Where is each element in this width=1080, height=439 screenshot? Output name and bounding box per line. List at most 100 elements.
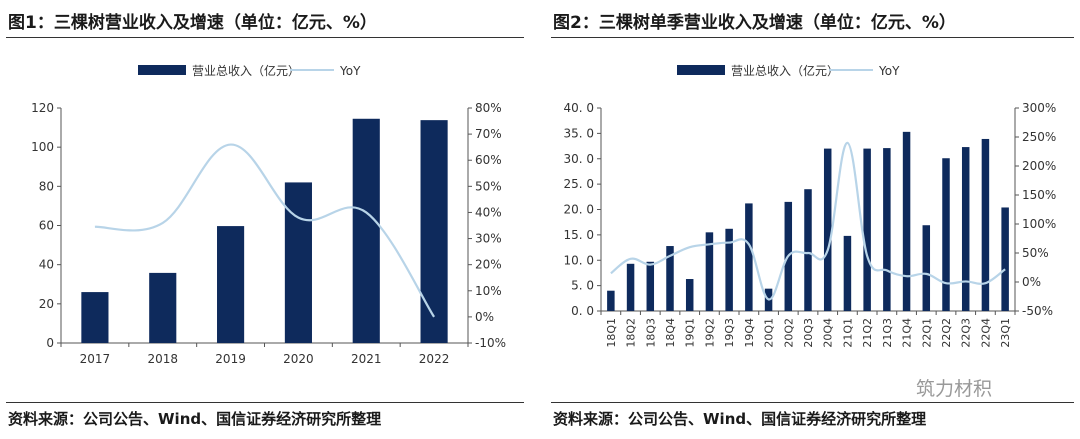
left-tick-label: 0 <box>46 336 54 350</box>
bar-21Q4 <box>902 131 911 311</box>
x-tick-label: 2017 <box>80 352 111 366</box>
source-divider <box>6 402 524 403</box>
right-tick-label: 30% <box>475 232 502 246</box>
left-tick-label: 120 <box>31 101 54 115</box>
right-tick-label: 50% <box>1022 246 1049 260</box>
x-tick-label: 20Q2 <box>782 318 795 348</box>
left-tick-label: 30. 0 <box>563 152 594 166</box>
bar-21Q2 <box>863 148 871 311</box>
right-tick-label: 200% <box>1022 159 1056 173</box>
bar-20Q3 <box>804 189 812 311</box>
x-tick-label: 21Q1 <box>841 318 854 348</box>
bar-18Q2 <box>626 263 635 311</box>
right-tick-label: 70% <box>475 127 502 141</box>
bar-19Q2 <box>705 232 714 311</box>
chart-annual-revenue: 营业总收入（亿元） YoY 0 20 40 60 80 100 120 -10% 0% 10% 20% 3… <box>31 63 506 366</box>
left-tick-label: 15. 0 <box>563 228 594 242</box>
right-tick-label: 60% <box>475 153 502 167</box>
left-tick-label: 0. 0 <box>571 304 594 318</box>
chart-panel-revenue-quarterly: 图2：三棵树单季营业收入及增速（单位：亿元、%） 营业总收入（亿元） YoY 0. … <box>545 0 1080 439</box>
x-tick-label: 19Q4 <box>743 318 756 348</box>
bar-18Q1 <box>607 290 615 311</box>
legend-label-yoy: YoY <box>339 64 361 78</box>
chart-title: 图2：三棵树单季营业收入及增速（单位：亿元、%） <box>553 13 956 33</box>
x-tick-label: 23Q1 <box>999 318 1012 348</box>
right-tick-label: 0% <box>475 310 494 324</box>
bar-19Q4 <box>745 203 753 311</box>
x-tick-label: 2022 <box>419 352 450 366</box>
x-tick-label: 21Q3 <box>881 318 894 348</box>
x-tick-label: 2019 <box>215 352 246 366</box>
right-tick-label: 10% <box>475 284 502 298</box>
bar-2019 <box>217 226 245 343</box>
yoy-line <box>94 143 436 318</box>
left-tick-label: 80 <box>39 179 54 193</box>
left-tick-label: 25. 0 <box>563 177 594 191</box>
chart-quarterly-revenue: 营业总收入（亿元） YoY 0. 0 5. 0 10. 0 15. 0 20. 0 25. 0… <box>563 63 1056 348</box>
legend-label-revenue: 营业总收入（亿元） <box>192 63 300 78</box>
left-tick-label: 10. 0 <box>563 253 594 267</box>
bar-22Q3 <box>961 147 970 311</box>
chart-panel-revenue-annual: 图1：三棵树营业收入及增速（单位：亿元、%） 营业总收入（亿元） YoY 0 20 40… <box>0 0 530 439</box>
bar-2021 <box>352 118 380 343</box>
bar-18Q4 <box>666 246 674 311</box>
bar-23Q1 <box>1001 207 1009 311</box>
bar-2022 <box>420 120 448 344</box>
x-tick-label: 18Q2 <box>625 318 638 348</box>
x-tick-label: 19Q1 <box>684 318 697 348</box>
x-tick-label: 2018 <box>147 352 178 366</box>
x-tick-label: 20Q4 <box>822 318 835 348</box>
right-tick-label: 20% <box>475 258 502 272</box>
bar-19Q3 <box>725 228 733 311</box>
bar-22Q1 <box>922 225 931 311</box>
chart-title: 图1：三棵树营业收入及增速（单位：亿元、%） <box>8 13 377 33</box>
left-tick-label: 100 <box>31 140 54 154</box>
right-tick-label: 250% <box>1022 130 1056 144</box>
x-tick-label: 18Q1 <box>605 318 618 348</box>
right-tick-label: 80% <box>475 101 502 115</box>
x-tick-label: 21Q4 <box>901 318 914 348</box>
yoy-line <box>610 141 1006 301</box>
bar-20Q4 <box>823 148 832 311</box>
bar-2017 <box>81 292 109 343</box>
legend-label-revenue: 营业总收入（亿元） <box>731 63 839 78</box>
x-tick-label: 21Q2 <box>861 318 874 348</box>
right-tick-label: -50% <box>1022 304 1053 318</box>
x-tick-label: 2020 <box>283 352 314 366</box>
x-tick-label: 22Q3 <box>960 318 973 348</box>
left-tick-label: 40. 0 <box>563 101 594 115</box>
title-divider <box>6 37 524 38</box>
right-tick-label: 300% <box>1022 101 1056 115</box>
right-tick-label: 150% <box>1022 188 1056 202</box>
left-tick-label: 5. 0 <box>571 279 594 293</box>
left-tick-label: 40 <box>39 258 54 272</box>
source-note: 资料来源：公司公告、Wind、国信证券经济研究所整理 <box>8 410 382 428</box>
x-tick-label: 19Q3 <box>723 318 736 348</box>
bar-18Q3 <box>646 261 655 311</box>
left-tick-label: 60 <box>39 219 54 233</box>
legend-swatch-revenue <box>138 65 186 75</box>
watermark: 筑力材积 <box>916 378 993 400</box>
x-tick-label: 18Q4 <box>664 318 677 348</box>
right-tick-label: 40% <box>475 205 502 219</box>
source-note: 资料来源：公司公告、Wind、国信证券经济研究所整理 <box>553 410 927 428</box>
right-tick-label: 50% <box>475 179 502 193</box>
right-tick-label: -10% <box>475 336 506 350</box>
x-tick-label: 20Q3 <box>802 318 815 348</box>
x-tick-label: 22Q1 <box>920 318 933 348</box>
source-divider <box>551 402 1074 403</box>
x-tick-label: 2021 <box>351 352 382 366</box>
legend-label-yoy: YoY <box>878 64 900 78</box>
bar-2020 <box>284 182 312 343</box>
right-tick-label: 0% <box>1022 275 1041 289</box>
left-tick-label: 35. 0 <box>563 126 594 140</box>
left-tick-label: 20. 0 <box>563 203 594 217</box>
x-tick-label: 18Q3 <box>644 318 657 348</box>
legend-swatch-revenue <box>677 65 725 75</box>
bar-22Q4 <box>981 138 990 311</box>
x-tick-label: 19Q2 <box>703 318 716 348</box>
right-tick-label: 100% <box>1022 217 1056 231</box>
left-tick-label: 20 <box>39 297 54 311</box>
bar-21Q3 <box>883 148 891 311</box>
title-divider <box>551 37 1074 38</box>
